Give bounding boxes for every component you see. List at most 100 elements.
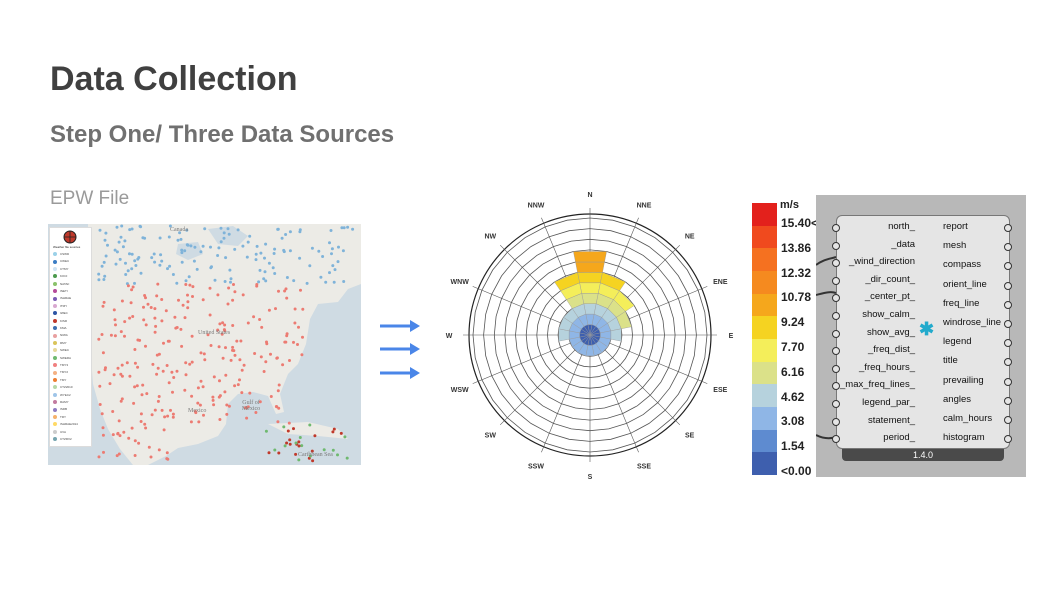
output-port-icon[interactable] <box>1004 243 1012 252</box>
map-legend-item: UVA <box>53 430 66 434</box>
legend-dot-icon <box>53 311 57 316</box>
output-param[interactable]: compass <box>943 259 982 271</box>
output-param[interactable]: title <box>943 355 958 367</box>
output-param[interactable]: calm_hours <box>943 413 993 424</box>
output-param[interactable]: freq_line <box>943 297 980 309</box>
legend-dot-icon <box>53 341 57 345</box>
legend-dot-icon <box>53 422 57 427</box>
output-port-icon[interactable] <box>1004 262 1012 271</box>
legend-dot-icon <box>53 296 57 301</box>
scale-tick-label: 15.40< <box>781 216 819 230</box>
wind-speed-legend: m/s 15.40< 13.86 12.32 10.78 9.24 7.70 6.16 4.6… <box>752 199 822 478</box>
input-param[interactable]: show_calm_ <box>862 309 915 320</box>
output-port-icon[interactable] <box>1004 416 1012 424</box>
output-port-icon[interactable] <box>1004 396 1012 405</box>
legend-dot-icon <box>53 289 57 294</box>
output-port-icon[interactable] <box>1004 224 1012 232</box>
direction-label: NE <box>685 233 695 240</box>
slide-title: Data Collection <box>50 60 298 98</box>
input-param[interactable]: _freq_dist_ <box>867 344 915 356</box>
input-param[interactable]: _data <box>891 238 915 250</box>
input-param[interactable]: north_ <box>888 221 915 232</box>
output-port-icon[interactable] <box>1004 281 1012 290</box>
scale-tick-label: 12.32 <box>781 265 812 280</box>
output-port-icon[interactable] <box>1004 358 1012 367</box>
output-param[interactable]: angles <box>943 393 971 405</box>
scale-swatch <box>752 271 777 295</box>
input-param[interactable]: legend_par_ <box>862 397 915 408</box>
component-version: 1.4.0 <box>842 449 1004 461</box>
slide-subtitle: Step One/ Three Data Sources <box>50 121 395 148</box>
legend-dot-icon <box>53 355 57 360</box>
map-legend-item: RMY <box>53 341 67 345</box>
input-param[interactable]: _center_pt_ <box>864 291 915 303</box>
legend-dot-icon <box>53 348 57 353</box>
scale-swatch <box>752 361 777 385</box>
input-port-icon[interactable] <box>832 382 840 391</box>
map-legend-item: SWERA <box>53 356 71 360</box>
input-param[interactable]: _freq_hours_ <box>859 361 915 373</box>
legend-dot-icon <box>53 333 57 338</box>
arrows-graphic <box>380 320 420 379</box>
legend-dot-icon <box>53 437 57 442</box>
input-param[interactable]: _max_freq_lines_ <box>840 379 915 391</box>
input-port-icon[interactable] <box>832 417 840 426</box>
output-port-icon[interactable] <box>1004 339 1012 348</box>
map-legend-item: TMY <box>53 378 66 382</box>
output-port-icon[interactable] <box>1004 377 1012 386</box>
direction-label: NNW <box>528 203 545 210</box>
scale-swatch <box>752 339 777 363</box>
scale-swatch <box>752 248 777 272</box>
input-port-icon[interactable] <box>832 294 840 303</box>
direction-label: S <box>588 474 593 480</box>
input-param[interactable]: period_ <box>883 432 915 444</box>
direction-label: SW <box>485 433 497 440</box>
output-param[interactable]: windrose_line <box>943 317 1002 328</box>
output-param[interactable]: mesh <box>943 240 967 252</box>
direction-label: N <box>587 192 592 199</box>
input-port-icon[interactable] <box>832 347 840 356</box>
direction-label: SSE <box>637 463 651 470</box>
legend-dot-icon <box>53 429 57 434</box>
output-port-icon[interactable] <box>1004 320 1012 328</box>
input-port-icon[interactable] <box>832 435 840 444</box>
input-param[interactable]: show_avg_ <box>866 326 915 338</box>
scale-tick-label: <0.00 <box>781 464 812 478</box>
input-port-icon[interactable] <box>832 259 840 268</box>
direction-label: NW <box>484 233 496 240</box>
map-legend-item: ISDB <box>53 407 67 412</box>
output-param[interactable]: orient_line <box>943 278 987 290</box>
legend-dot-icon <box>53 363 57 368</box>
windrose-component[interactable]: north_ _data _wind_direction _dir_count_ _ce… <box>832 215 1012 449</box>
direction-label: WSW <box>451 387 469 394</box>
output-param[interactable]: legend <box>943 336 972 348</box>
input-port-icon[interactable] <box>832 312 840 320</box>
output-param[interactable]: prevailing <box>943 374 984 386</box>
input-port-icon[interactable] <box>832 329 840 338</box>
input-param[interactable]: _dir_count_ <box>865 273 915 285</box>
legend-dot-icon <box>53 259 57 264</box>
output-port-icon[interactable] <box>1004 435 1012 444</box>
input-param[interactable]: statement_ <box>868 414 915 426</box>
direction-label: WNW <box>451 279 470 286</box>
map-legend-item: KMA <box>53 326 67 331</box>
input-port-icon[interactable] <box>832 276 840 285</box>
scale-tick-label: 4.62 <box>781 389 805 404</box>
output-param[interactable]: histogram <box>943 432 985 444</box>
input-port-icon[interactable] <box>832 400 840 408</box>
input-port-icon[interactable] <box>832 241 840 250</box>
map-legend-item: SWEC <box>53 348 69 353</box>
input-port-icon[interactable] <box>832 364 840 373</box>
output-param[interactable]: report <box>943 221 968 232</box>
input-param[interactable]: _wind_direction <box>848 256 915 268</box>
legend-dot-icon <box>53 392 57 397</box>
output-port-icon[interactable] <box>1004 300 1012 309</box>
section-label: EPW File <box>50 188 130 209</box>
map-legend-item: NATAF <box>53 282 69 286</box>
speed-unit-label: m/s <box>780 199 799 211</box>
windrose-icon: ✱ <box>919 319 935 339</box>
input-port-icon[interactable] <box>832 224 840 232</box>
legend-dot-icon <box>53 400 57 405</box>
map-legend-item: ITMY <box>53 304 67 308</box>
direction-label: ENE <box>713 279 728 286</box>
